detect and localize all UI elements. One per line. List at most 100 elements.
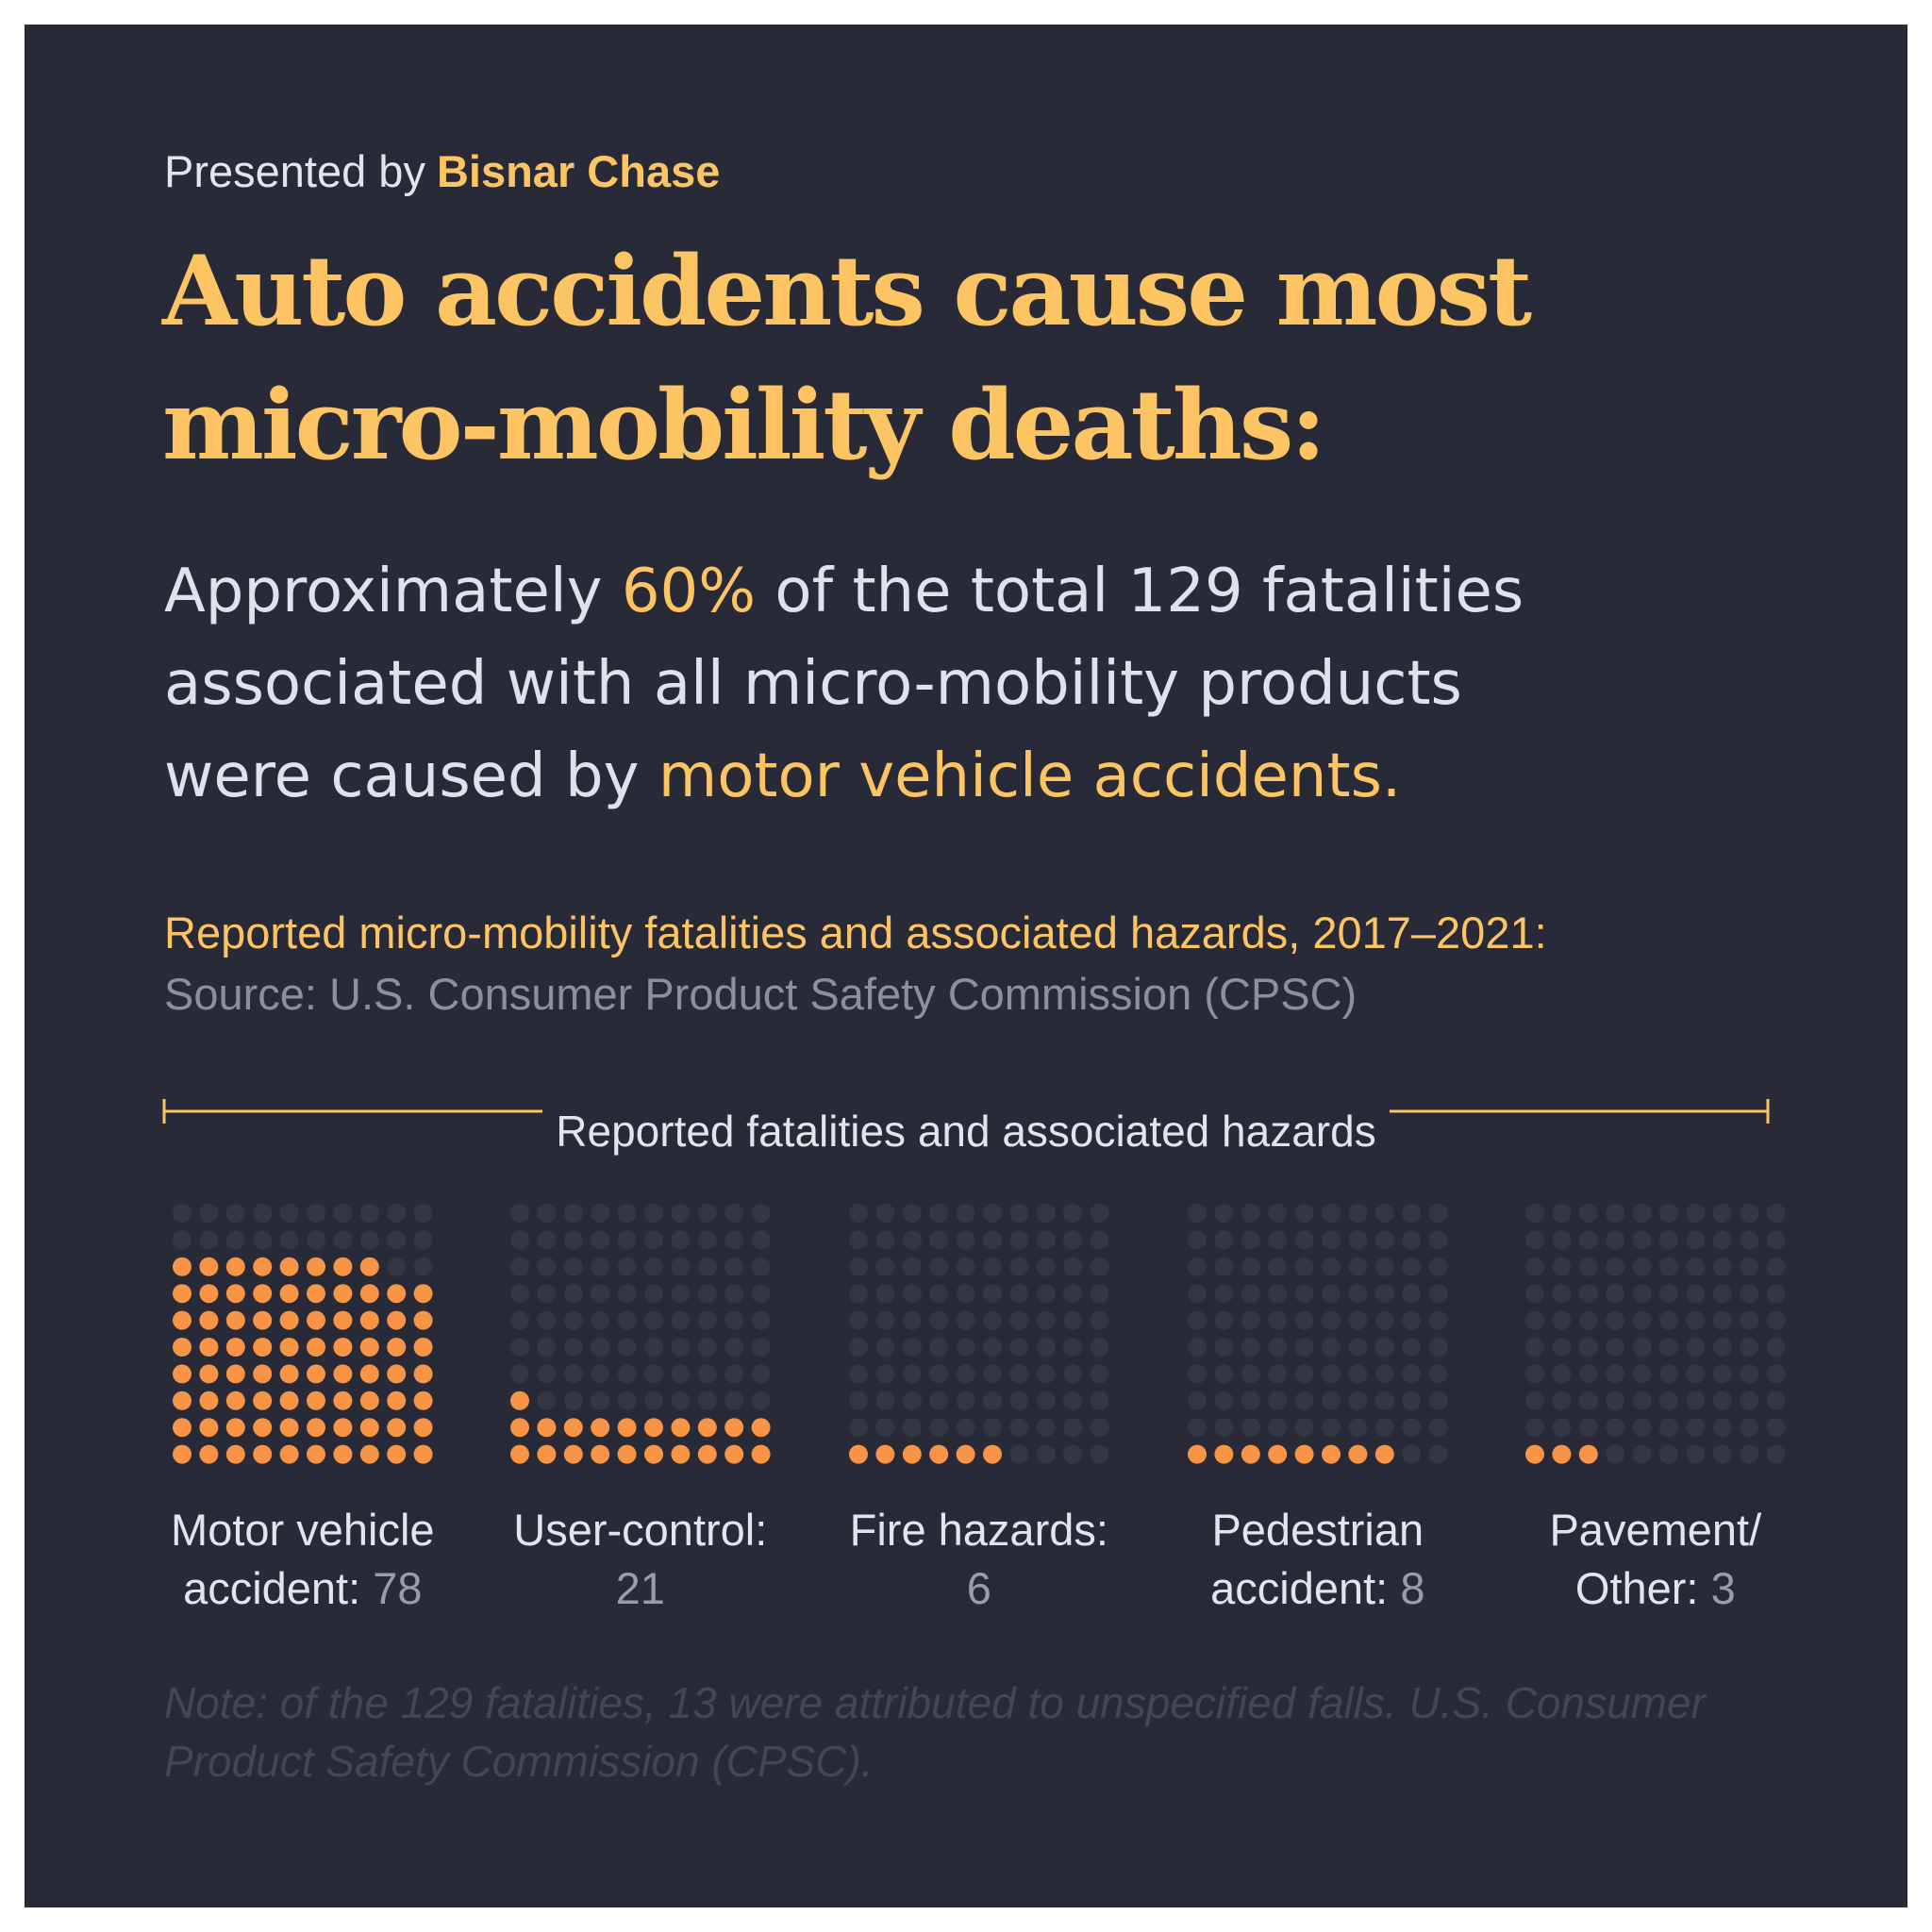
empty-dot <box>983 1230 1002 1250</box>
brand-name: Bisnar Chase <box>436 146 721 196</box>
empty-dot <box>1525 1257 1544 1276</box>
empty-dot <box>1241 1364 1260 1384</box>
empty-dot <box>1686 1391 1706 1410</box>
empty-dot <box>510 1204 529 1223</box>
category-value: 8 <box>1400 1563 1425 1613</box>
empty-dot <box>1402 1310 1422 1330</box>
empty-dot <box>1712 1310 1732 1330</box>
empty-dot <box>1009 1444 1029 1464</box>
empty-dot <box>1009 1418 1029 1438</box>
filled-dot <box>173 1338 192 1357</box>
empty-dot <box>1686 1418 1706 1438</box>
empty-dot <box>1348 1338 1368 1357</box>
filled-dot <box>225 1391 245 1410</box>
filled-dot <box>413 1310 433 1330</box>
filled-dot <box>253 1284 273 1304</box>
empty-dot <box>1428 1391 1448 1410</box>
empty-dot <box>1686 1204 1706 1223</box>
empty-dot <box>1632 1310 1652 1330</box>
empty-dot <box>510 1338 529 1357</box>
filled-dot <box>173 1257 192 1276</box>
empty-dot <box>537 1338 557 1357</box>
empty-dot <box>1606 1310 1625 1330</box>
empty-dot <box>724 1230 744 1250</box>
empty-dot <box>1090 1338 1109 1357</box>
empty-dot <box>1294 1230 1314 1250</box>
empty-dot <box>956 1284 975 1304</box>
empty-dot <box>1241 1418 1260 1438</box>
empty-dot <box>537 1230 557 1250</box>
filled-dot <box>333 1338 353 1357</box>
empty-dot <box>1188 1204 1207 1223</box>
empty-dot <box>617 1230 637 1250</box>
filled-dot <box>359 1391 379 1410</box>
empty-dot <box>1686 1230 1706 1250</box>
empty-dot <box>1294 1391 1314 1410</box>
empty-dot <box>724 1391 744 1410</box>
filled-dot <box>359 1310 379 1330</box>
empty-dot <box>1712 1418 1732 1438</box>
empty-dot <box>591 1391 610 1410</box>
filled-dot <box>510 1418 529 1438</box>
empty-dot <box>1009 1391 1029 1410</box>
empty-dot <box>279 1204 299 1223</box>
empty-dot <box>1428 1257 1448 1276</box>
filled-dot <box>279 1257 299 1276</box>
empty-dot <box>724 1204 744 1223</box>
empty-dot <box>1036 1338 1056 1357</box>
filled-dot <box>307 1257 325 1276</box>
empty-dot <box>1294 1204 1314 1223</box>
page-title: Auto accidents cause most micro-mobility … <box>162 225 1532 492</box>
empty-dot <box>563 1204 583 1223</box>
empty-dot <box>1322 1284 1341 1304</box>
category-label-line1: Motor vehicle <box>171 1505 435 1555</box>
empty-dot <box>413 1204 433 1223</box>
empty-dot <box>307 1204 325 1223</box>
empty-dot <box>1632 1257 1652 1276</box>
empty-dot <box>1766 1310 1786 1330</box>
empty-dot <box>1766 1338 1786 1357</box>
empty-dot <box>1632 1418 1652 1438</box>
filled-dot <box>279 1364 299 1384</box>
filled-dot <box>359 1284 379 1304</box>
empty-dot <box>1188 1257 1207 1276</box>
filled-dot <box>279 1444 299 1464</box>
empty-dot <box>1428 1338 1448 1357</box>
filled-dot <box>359 1364 379 1384</box>
empty-dot <box>279 1230 299 1250</box>
empty-dot <box>617 1310 637 1330</box>
empty-dot <box>1036 1444 1056 1464</box>
empty-dot <box>1606 1391 1625 1410</box>
filled-dot <box>563 1444 583 1464</box>
empty-dot <box>591 1204 610 1223</box>
empty-dot <box>591 1310 610 1330</box>
filled-dot <box>697 1418 717 1438</box>
filled-dot <box>333 1310 353 1330</box>
filled-dot <box>387 1444 407 1464</box>
waffle-group-1 <box>510 1204 771 1464</box>
filled-dot <box>307 1284 325 1304</box>
filled-dot <box>253 1391 273 1410</box>
empty-dot <box>1632 1204 1652 1223</box>
empty-dot <box>1294 1338 1314 1357</box>
filled-dot <box>225 1310 245 1330</box>
filled-dot <box>1241 1444 1260 1464</box>
empty-dot <box>1188 1284 1207 1304</box>
empty-dot <box>1712 1284 1732 1304</box>
empty-dot <box>1686 1364 1706 1384</box>
empty-dot <box>1374 1230 1394 1250</box>
empty-dot <box>1036 1204 1056 1223</box>
empty-dot <box>1659 1364 1678 1384</box>
empty-dot <box>1578 1391 1598 1410</box>
empty-dot <box>1268 1230 1288 1250</box>
empty-dot <box>1578 1338 1598 1357</box>
empty-dot <box>1525 1204 1544 1223</box>
empty-dot <box>333 1204 353 1223</box>
empty-dot <box>1188 1364 1207 1384</box>
empty-dot <box>1294 1257 1314 1276</box>
empty-dot <box>1214 1257 1234 1276</box>
empty-dot <box>225 1204 245 1223</box>
empty-dot <box>956 1204 975 1223</box>
filled-dot <box>307 1418 325 1438</box>
empty-dot <box>1063 1418 1083 1438</box>
